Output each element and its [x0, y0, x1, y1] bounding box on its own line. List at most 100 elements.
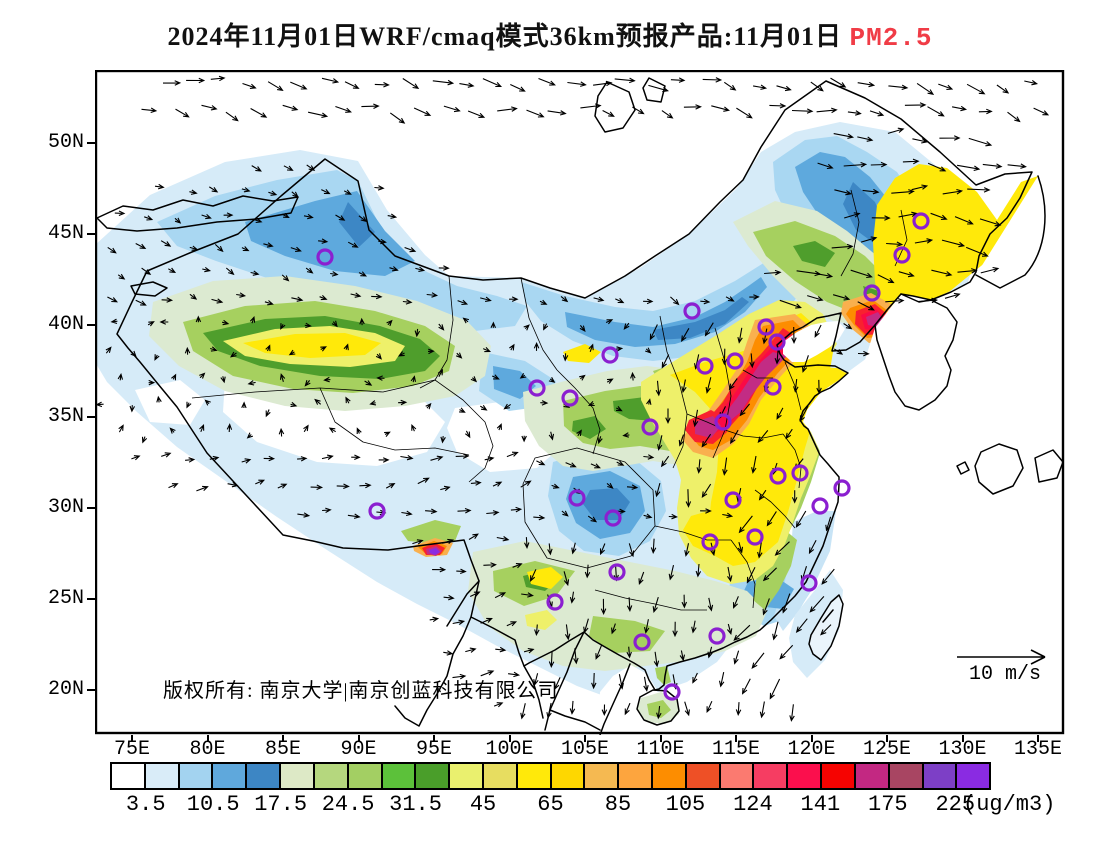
lon-tick [282, 735, 284, 742]
colorbar-tick-141: 141 [800, 792, 841, 817]
lat-label-50N: 50N [47, 131, 84, 154]
title-pollutant: PM2.5 [849, 23, 933, 53]
taiwan-outline [808, 594, 844, 661]
map-area [95, 70, 1065, 735]
wind-scale-label: 10 m/s [968, 663, 1041, 686]
colorbar-tick-10.5: 10.5 [186, 792, 240, 817]
wind-vector-field [95, 75, 1050, 722]
lat-label-40N: 40N [47, 313, 84, 337]
lon-tick [357, 735, 360, 742]
japan-islet [956, 461, 970, 475]
lon-label-115E: 115E [711, 738, 760, 761]
myanmar-lines [394, 580, 480, 727]
lat-label-45N: 45N [47, 222, 84, 246]
colorbar-cell-6 [314, 764, 349, 788]
colorbar-cell-25 [957, 764, 990, 788]
colorbar-tick-65: 65 [537, 792, 564, 817]
city-station-marker [316, 248, 334, 266]
city-station-marker [764, 378, 782, 396]
city-station-marker [368, 502, 386, 520]
colorbar-cell-24 [923, 764, 958, 788]
lat-label-30N: 30N [47, 495, 84, 519]
lon-tick [1037, 735, 1039, 742]
city-station-marker [641, 418, 659, 436]
city-station-marker [696, 357, 714, 375]
city-station-marker [791, 464, 809, 482]
colorbar-cell-14 [585, 764, 620, 788]
hainan-outline [636, 689, 680, 726]
city-station-marker [683, 302, 701, 320]
lon-tick [206, 735, 209, 742]
colorbar-unit: (ug/m3) [963, 792, 1056, 817]
lat-tick [87, 233, 95, 236]
lon-tick [433, 735, 435, 742]
colorbar-tick-45: 45 [469, 792, 497, 817]
lat-tick [87, 689, 95, 692]
colorbar-tick-31.5: 31.5 [389, 792, 442, 817]
lon-tick [131, 735, 133, 742]
china-outline [116, 80, 1033, 691]
lon-tick [810, 735, 813, 742]
lon-label-130E: 130E [938, 738, 987, 761]
korea-outline [874, 293, 958, 411]
lon-tick [584, 735, 586, 742]
colorbar-cell-10 [450, 764, 484, 788]
colorbar-tick-124: 124 [733, 792, 773, 817]
colorbar-tick-105: 105 [665, 792, 706, 817]
city-station-marker [893, 246, 911, 264]
map-frame [95, 70, 1065, 735]
japan-kyushu [974, 443, 1024, 495]
city-station-marker [757, 318, 775, 336]
colorbar-cell-11 [483, 764, 518, 788]
colorbar-cell-19 [754, 764, 789, 788]
city-station-marker [561, 389, 579, 407]
colorbar-cell-23 [889, 764, 924, 788]
lat-tick [87, 142, 95, 144]
city-station-marker [604, 509, 622, 527]
city-station-marker [608, 563, 626, 581]
city-station-marker [800, 574, 818, 592]
lon-label-95E: 95E [415, 738, 452, 761]
city-station-marker [726, 352, 744, 370]
city-station-marker [663, 683, 681, 701]
colorbar-cell-16 [653, 764, 687, 788]
colorbar-cell-22 [855, 764, 890, 788]
lon-label-85E: 85E [264, 738, 301, 761]
lon-label-120E: 120E [787, 738, 836, 761]
colorbar-cell-4 [247, 764, 282, 788]
colorbar-tick-175: 175 [867, 792, 908, 817]
lat-tick [87, 506, 95, 509]
lon-label-135E: 135E [1013, 738, 1062, 761]
lat-label-25N: 25N [47, 586, 84, 610]
city-station-marker [769, 467, 787, 485]
title-text: 2024年11月01日WRF/cmaq模式36km预报产品:11月01日 [167, 22, 850, 51]
lat-tick [87, 597, 95, 600]
lon-label-110E: 110E [636, 738, 685, 761]
city-station-marker [724, 491, 742, 509]
colorbar-tick-225: 225 [935, 792, 976, 817]
colorbar-cell-0 [112, 764, 146, 788]
lon-label-80E: 80E [189, 738, 226, 761]
lat-label-20N: 20N [47, 678, 84, 702]
city-station-marker [863, 284, 881, 302]
station-markers [316, 212, 930, 701]
lat-tick [87, 324, 95, 327]
copyright-text: 版权所有: 南京大学|南京创蓝科技有限公司 [163, 680, 559, 702]
city-station-marker [568, 489, 586, 507]
japan-islet2 [1034, 449, 1064, 483]
russia-coast [975, 175, 1046, 289]
lon-tick [659, 735, 662, 742]
pm25-colorbar [110, 762, 991, 790]
colorbar-cell-13 [551, 764, 586, 788]
city-station-marker [912, 212, 930, 230]
colorbar-cell-12 [517, 764, 552, 788]
colorbar-cell-9 [416, 764, 451, 788]
lat-tick [87, 415, 95, 418]
lake-issykkul [130, 281, 168, 297]
colorbar-cell-20 [788, 764, 823, 788]
colorbar-cell-5 [281, 764, 315, 788]
wind-arrows-path [95, 75, 1050, 722]
city-station-marker [811, 497, 829, 515]
lon-label-100E: 100E [485, 738, 534, 761]
